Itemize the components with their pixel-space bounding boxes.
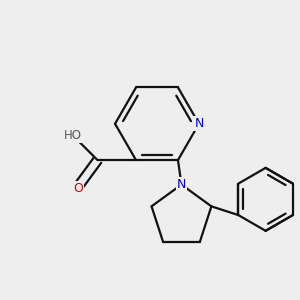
Text: O: O xyxy=(74,182,83,195)
Text: HO: HO xyxy=(64,129,82,142)
Text: N: N xyxy=(194,117,204,130)
Text: N: N xyxy=(177,178,186,191)
